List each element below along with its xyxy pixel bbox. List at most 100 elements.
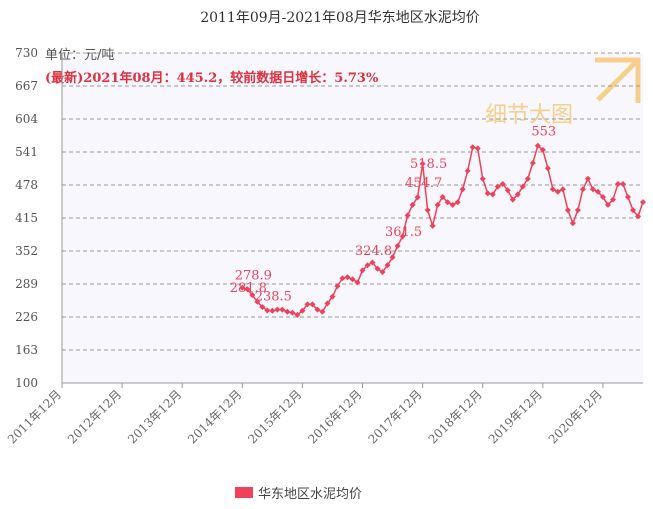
point (264, 307, 271, 314)
point (554, 188, 561, 195)
point (534, 142, 541, 149)
point (444, 199, 451, 206)
y-tick-label: 667 (15, 79, 38, 93)
point (374, 265, 381, 272)
point (614, 180, 621, 187)
point (294, 311, 301, 318)
point (539, 146, 546, 153)
point (474, 145, 481, 152)
point (559, 186, 566, 193)
data-label: 518.5 (410, 157, 447, 172)
y-tick-label: 289 (15, 277, 38, 291)
data-label: 238.5 (255, 289, 292, 304)
point (640, 199, 646, 206)
y-tick-label: 730 (15, 46, 38, 60)
point (384, 262, 391, 269)
point (424, 207, 431, 214)
point (329, 293, 336, 300)
point (449, 201, 456, 208)
point (409, 201, 416, 208)
detail-link[interactable]: 细节大图 (485, 57, 641, 128)
unit-label: 单位：元/吨 (45, 48, 114, 63)
point (279, 306, 286, 313)
point (309, 301, 316, 308)
data-label: 361.5 (385, 225, 422, 240)
data-label: 454.7 (405, 176, 442, 191)
point (504, 187, 511, 194)
point (514, 191, 521, 198)
y-tick-label: 541 (15, 145, 38, 159)
data-label: 324.8 (355, 244, 392, 259)
y-tick-label: 352 (15, 244, 38, 258)
x-tick-label: 2012年12月 (65, 387, 124, 446)
data-label: 553 (531, 125, 556, 140)
legend-label: 华东地区水泥均价 (258, 487, 362, 502)
chart-title: 2011年09月-2021年08月华东地区水泥均价 (200, 10, 480, 26)
y-tick-label: 226 (15, 310, 38, 324)
point (589, 186, 596, 193)
point (604, 201, 611, 208)
y-tick-label: 100 (15, 376, 38, 390)
point (344, 274, 351, 281)
point (524, 175, 531, 182)
point (334, 283, 341, 290)
point (454, 199, 461, 206)
point (339, 275, 346, 282)
point (574, 207, 581, 214)
point (304, 301, 311, 308)
point (609, 196, 616, 203)
point (594, 188, 601, 195)
x-tick-label: 2017年12月 (365, 387, 424, 446)
point (414, 194, 421, 201)
point (619, 180, 626, 187)
point (269, 307, 276, 314)
point (389, 254, 396, 261)
point (624, 194, 631, 201)
point (404, 212, 411, 219)
x-tick-label: 2019年12月 (486, 387, 545, 446)
point (519, 183, 526, 190)
point (364, 262, 371, 269)
arrow-icon[interactable] (595, 57, 641, 103)
watermark[interactable]: 细节大图 (485, 103, 573, 128)
point (529, 160, 536, 166)
point (324, 300, 331, 307)
point (419, 160, 426, 167)
point (299, 307, 306, 314)
point (239, 284, 246, 291)
point (564, 207, 571, 214)
y-tick-label: 163 (15, 343, 38, 357)
point (544, 165, 551, 172)
point (284, 308, 291, 315)
point (549, 186, 556, 193)
data-label: 278.9 (235, 268, 272, 283)
point (499, 180, 506, 187)
point (379, 268, 386, 275)
point (469, 144, 476, 151)
point (274, 306, 281, 313)
point (479, 175, 486, 182)
point (509, 196, 516, 203)
point (579, 186, 586, 193)
point (494, 183, 501, 190)
point (394, 243, 401, 250)
point (244, 286, 251, 293)
point (289, 309, 296, 316)
point (629, 207, 636, 214)
point (314, 306, 321, 313)
point (434, 201, 441, 208)
point (569, 220, 576, 227)
y-tick-label: 415 (15, 211, 38, 225)
point (634, 213, 641, 220)
point (369, 259, 376, 266)
point (599, 194, 606, 201)
point (254, 298, 261, 305)
y-tick-label: 604 (15, 112, 38, 126)
x-tick-label: 2018年12月 (426, 387, 485, 446)
x-tick-label: 2013年12月 (125, 387, 184, 446)
point (464, 167, 471, 174)
point (489, 191, 496, 198)
x-tick-label: 2014年12月 (185, 387, 244, 446)
point (359, 267, 366, 274)
